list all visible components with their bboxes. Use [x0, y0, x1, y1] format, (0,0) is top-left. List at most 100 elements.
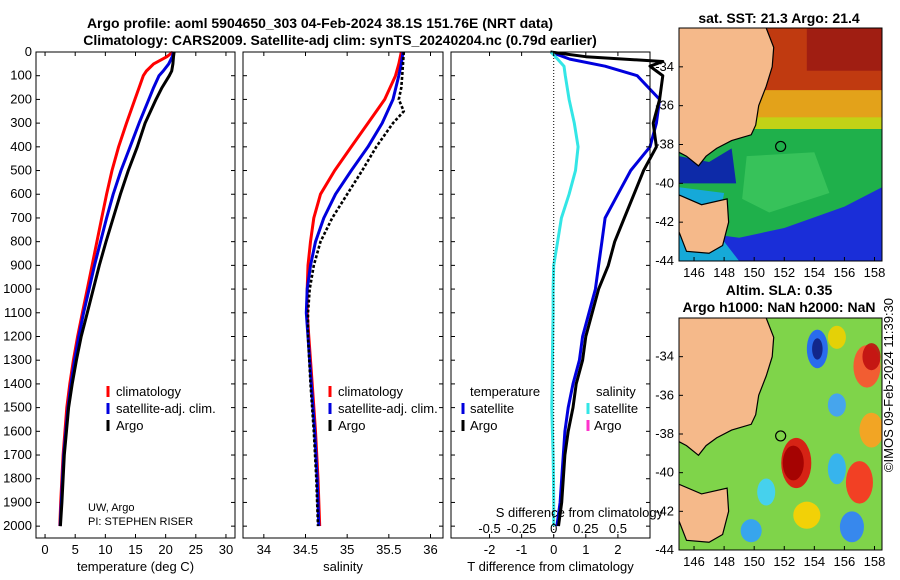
sst-map-panel: sat. SST: 21.3 Argo: 21.4 146 148 150 152 154… [655, 10, 885, 280]
depth-tick-label: 800 [10, 234, 32, 249]
land-tasmania [679, 194, 729, 254]
salinity-x-label: salinity [323, 559, 363, 574]
depth-tick-label: 1400 [3, 376, 32, 391]
legend-label: Argo [470, 418, 497, 433]
depth-tick-label: 600 [10, 186, 32, 201]
salinity-panel: 34 34.5 35 35.5 36 salinity climatology satelli… [242, 51, 444, 574]
temperature-panel: 0100200300400500600700800900100011001200… [3, 44, 236, 574]
legend-label: satellite-adj. clim. [338, 401, 438, 416]
title-line-2: Climatology: CARS2009. Satellite-adj cli… [83, 32, 597, 48]
title-line-1: Argo profile: aoml 5904650_303 04-Feb-20… [87, 15, 553, 31]
sla-anomaly-blob [859, 412, 882, 448]
sla-anomaly-blob [845, 461, 873, 504]
x-tick-label: -2 [484, 542, 496, 557]
depth-tick-label: 700 [10, 210, 32, 225]
lon-tick-label: 156 [834, 554, 856, 569]
depth-tick-label: 500 [10, 163, 32, 178]
bass-strait-blue [679, 148, 737, 184]
sla-anomaly-blob [839, 511, 864, 543]
imos-watermark: ©IMOS 09-Feb-2024 11:39:30 [881, 298, 896, 472]
salinity-series-satellite-adj-clim- [304, 51, 405, 527]
salinity-frame [242, 51, 444, 539]
lon-tick-label: 148 [713, 265, 735, 280]
land-mainland [679, 28, 774, 166]
depth-tick-label: 300 [10, 115, 32, 130]
legend-right-title: salinity [596, 384, 636, 399]
difference-x-label-2: S difference from climatology [496, 505, 664, 520]
lon-tick-label: 154 [803, 265, 825, 280]
lat-tick-label: -34 [655, 59, 674, 74]
argo-float-marker [775, 430, 787, 442]
lon-tick-label: 154 [803, 554, 825, 569]
x-tick-label: 15 [128, 542, 142, 557]
lon-tick-label: 152 [773, 554, 795, 569]
depth-tick-label: 1200 [3, 328, 32, 343]
credit-line-2: PI: STEPHEN RISER [88, 516, 193, 528]
x-tick-label: 20 [158, 542, 172, 557]
warm-water-northeast [806, 28, 882, 71]
temperature-x-label: temperature (deg C) [77, 559, 194, 574]
legend-label: satellite-adj. clim. [116, 401, 216, 416]
lat-tick-label: -40 [655, 465, 674, 480]
x-tick-label: 0 [550, 542, 557, 557]
x-tick-label: 10 [98, 542, 112, 557]
x-tick-label: 1 [582, 542, 589, 557]
lat-tick-label: -42 [655, 214, 674, 229]
x-tick-label: -1 [516, 542, 528, 557]
sla-anomaly-blob [812, 338, 823, 360]
depth-tick-label: 100 [10, 68, 32, 83]
depth-tick-label: 2000 [3, 518, 32, 533]
s-tick-label: 0 [550, 521, 557, 536]
lon-tick-label: 158 [864, 265, 886, 280]
lat-tick-label: -44 [655, 542, 674, 557]
depth-tick-label: 1900 [3, 494, 32, 509]
depth-tick-label: 900 [10, 257, 32, 272]
lon-tick-label: 148 [713, 554, 735, 569]
sla-anomaly-blob [740, 519, 762, 543]
difference-x-label: T difference from climatology [467, 559, 634, 574]
lon-tick-label: 156 [834, 265, 856, 280]
x-tick-label: 25 [189, 542, 203, 557]
depth-tick-label: 0 [25, 44, 32, 59]
sla-anomaly-blob [757, 478, 776, 506]
lat-tick-label: -40 [655, 175, 674, 190]
legend-label: Argo [338, 418, 365, 433]
x-tick-label: 35.5 [376, 542, 401, 557]
sla-anomaly-blob [782, 445, 804, 481]
s-tick-label: 0.5 [609, 521, 627, 536]
x-tick-label: 34.5 [293, 542, 318, 557]
difference-frame [450, 51, 651, 539]
lon-tick-label: 152 [773, 265, 795, 280]
map-body [679, 318, 882, 550]
x-tick-label: 30 [219, 542, 233, 557]
legend-label: climatology [116, 384, 182, 399]
sla-anomaly-blob [793, 501, 821, 529]
s-tick-label: -0.5 [478, 521, 500, 536]
depth-tick-label: 400 [10, 139, 32, 154]
temperature-series-argo [58, 51, 176, 527]
coastline-tasmania [679, 483, 730, 543]
x-tick-label: 0 [41, 542, 48, 557]
depth-tick-label: 1100 [4, 305, 32, 320]
s-tick-label: 0.25 [573, 521, 598, 536]
sla-anomaly-blob [827, 453, 846, 485]
sla-anomaly-blob [862, 343, 881, 371]
coastline-tasmania [679, 194, 730, 254]
depth-tick-label: 1600 [3, 423, 32, 438]
legend-label: climatology [338, 384, 404, 399]
x-tick-label: 2 [614, 542, 621, 557]
lon-tick-label: 150 [743, 265, 765, 280]
temperature-frame [35, 51, 236, 539]
legend-label: Argo [116, 418, 143, 433]
depth-tick-label: 1300 [3, 352, 32, 367]
lat-tick-label: -42 [655, 503, 674, 518]
difference-series-t-satellite [549, 50, 662, 527]
lon-tick-label: 146 [683, 554, 705, 569]
legend-label: satellite [594, 401, 638, 416]
lat-tick-label: -38 [655, 426, 674, 441]
depth-tick-label: 1000 [3, 281, 32, 296]
land-tasmania [679, 484, 729, 543]
credit-line-1: UW, Argo [88, 502, 134, 514]
sst-map-title: sat. SST: 21.3 Argo: 21.4 [698, 10, 860, 26]
land-mainland [679, 318, 774, 456]
